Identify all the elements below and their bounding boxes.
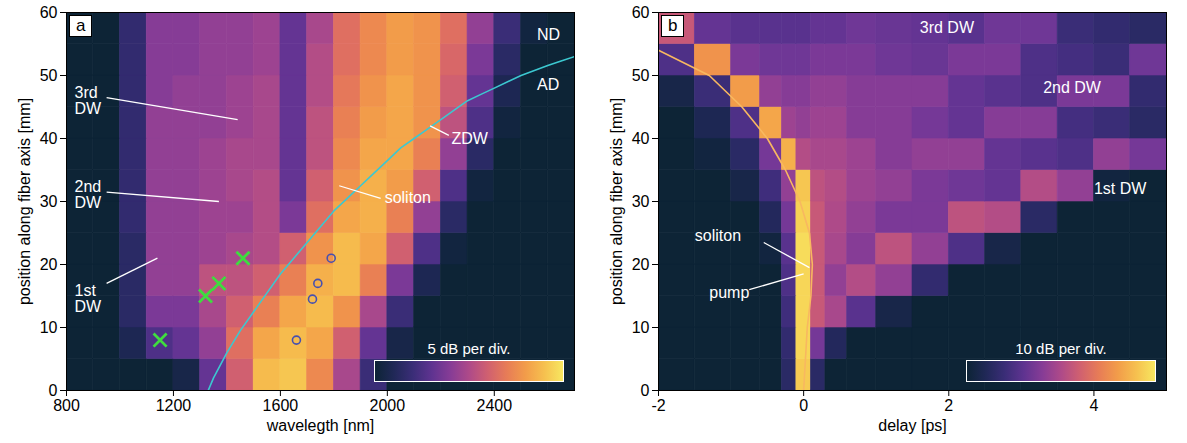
svg-text:AD: AD <box>537 76 559 93</box>
svg-text:2400: 2400 <box>476 397 512 414</box>
svg-text:40: 40 <box>40 130 58 147</box>
svg-text:delay [ps]: delay [ps] <box>878 417 946 434</box>
svg-text:ND: ND <box>537 26 560 43</box>
html-text:a: a <box>76 16 86 35</box>
svg-text:0: 0 <box>48 381 58 399</box>
svg-text:40: 40 <box>632 130 650 147</box>
svg-text:soliton: soliton <box>695 227 741 244</box>
svg-text:60: 60 <box>632 4 650 21</box>
svg-text:3rd DW: 3rd DW <box>920 19 975 36</box>
svg-text:4: 4 <box>1089 397 1098 414</box>
svg-text:20: 20 <box>632 256 650 273</box>
svg-text:pump: pump <box>709 284 749 301</box>
svg-text:800: 800 <box>53 397 80 414</box>
svg-text:1600: 1600 <box>263 397 299 414</box>
svg-text:20: 20 <box>40 256 58 273</box>
svg-text:position along fiber axis [mm]: position along fiber axis [mm] <box>16 98 33 305</box>
svg-text:wavelegth [nm]: wavelegth [nm] <box>266 417 375 434</box>
svg-text:ZDW: ZDW <box>452 130 489 147</box>
svg-text:2: 2 <box>944 397 953 414</box>
svg-text:2000: 2000 <box>370 397 406 414</box>
svg-text:1st DW: 1st DW <box>1094 180 1147 197</box>
svg-text:50: 50 <box>40 67 58 84</box>
html-text:b: b <box>668 16 678 35</box>
svg-text:soliton: soliton <box>385 189 431 206</box>
svg-text:10: 10 <box>40 319 58 336</box>
html-text:5 dB per div.: 5 dB per div. <box>427 340 511 357</box>
svg-text:3rdDW: 3rdDW <box>75 84 103 117</box>
svg-text:50: 50 <box>632 67 650 84</box>
svg-text:2nd DW: 2nd DW <box>1043 79 1102 96</box>
svg-text:10: 10 <box>632 319 650 336</box>
svg-text:0: 0 <box>799 397 808 414</box>
html-text:10 dB per div.: 10 dB per div. <box>1015 340 1107 357</box>
svg-text:0: 0 <box>641 382 650 399</box>
svg-text:30: 30 <box>632 193 650 210</box>
svg-text:1200: 1200 <box>156 397 192 414</box>
svg-text:-2: -2 <box>651 397 665 414</box>
svg-text:1stDW: 1stDW <box>75 282 103 315</box>
svg-text:60: 60 <box>40 4 58 21</box>
svg-text:position along fiber axis [mm]: position along fiber axis [mm] <box>608 98 625 305</box>
svg-text:2ndDW: 2ndDW <box>75 178 103 211</box>
svg-text:30: 30 <box>40 193 58 210</box>
